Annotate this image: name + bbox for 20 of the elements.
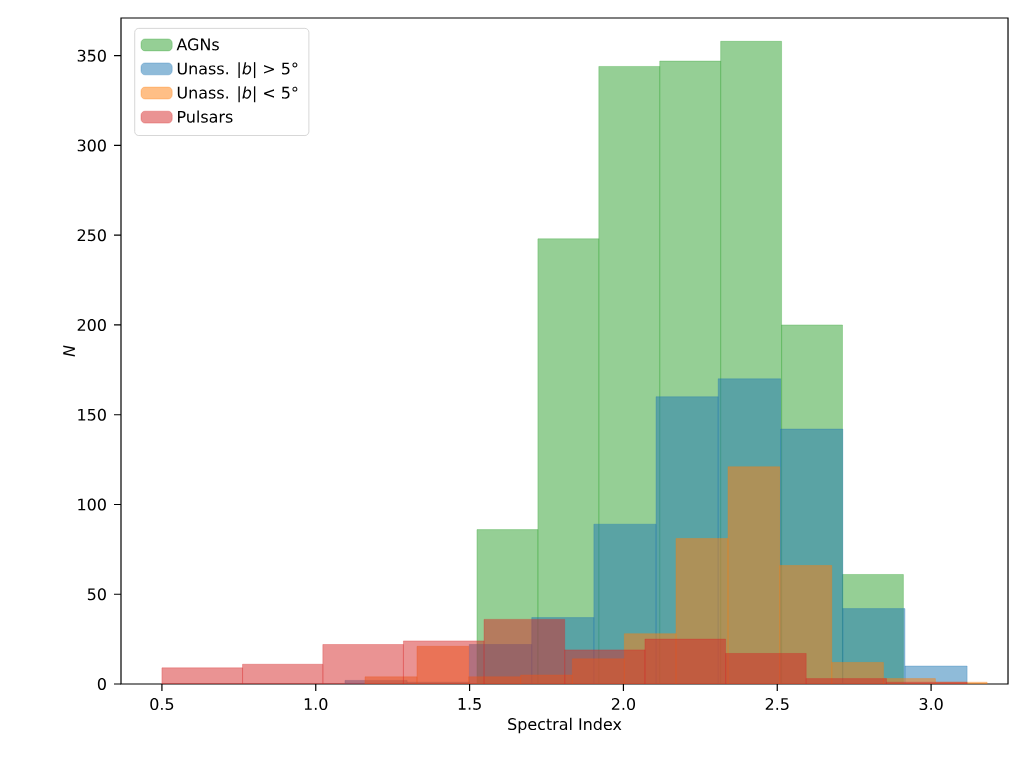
legend-label: Pulsars	[178, 110, 233, 123]
y-axis-title: N	[63, 345, 75, 357]
legend-label: Unass. |b| < 5°	[177, 86, 298, 103]
x-tick-label: 2.0	[611, 698, 636, 711]
x-tick-label: 0.5	[150, 698, 174, 711]
y-tick-label: 300	[77, 139, 106, 152]
x-tick-label: 3.0	[919, 698, 943, 711]
x-tick-label: 1.0	[304, 698, 328, 711]
legend-label: AGNs	[176, 38, 219, 51]
y-tick-label: 350	[77, 49, 106, 62]
x-tick-label: 1.5	[458, 698, 481, 710]
x-tick-label: 2.5	[765, 698, 789, 711]
y-tick-label: 150	[78, 408, 106, 421]
y-tick-label: 250	[77, 229, 106, 242]
y-tick-label: 100	[78, 498, 106, 511]
y-tick-label: 0	[97, 677, 106, 691]
legend-label: Unass. |b| > 5°	[177, 62, 298, 79]
y-tick-label: 50	[87, 588, 106, 601]
x-axis-title: Spectral Index	[508, 717, 622, 734]
y-tick-label: 200	[77, 318, 106, 331]
